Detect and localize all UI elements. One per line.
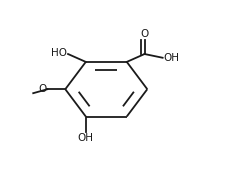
Text: OH: OH [77, 133, 93, 143]
Text: HO: HO [51, 48, 67, 58]
Text: O: O [140, 28, 148, 38]
Text: O: O [38, 84, 46, 94]
Text: OH: OH [163, 53, 179, 63]
